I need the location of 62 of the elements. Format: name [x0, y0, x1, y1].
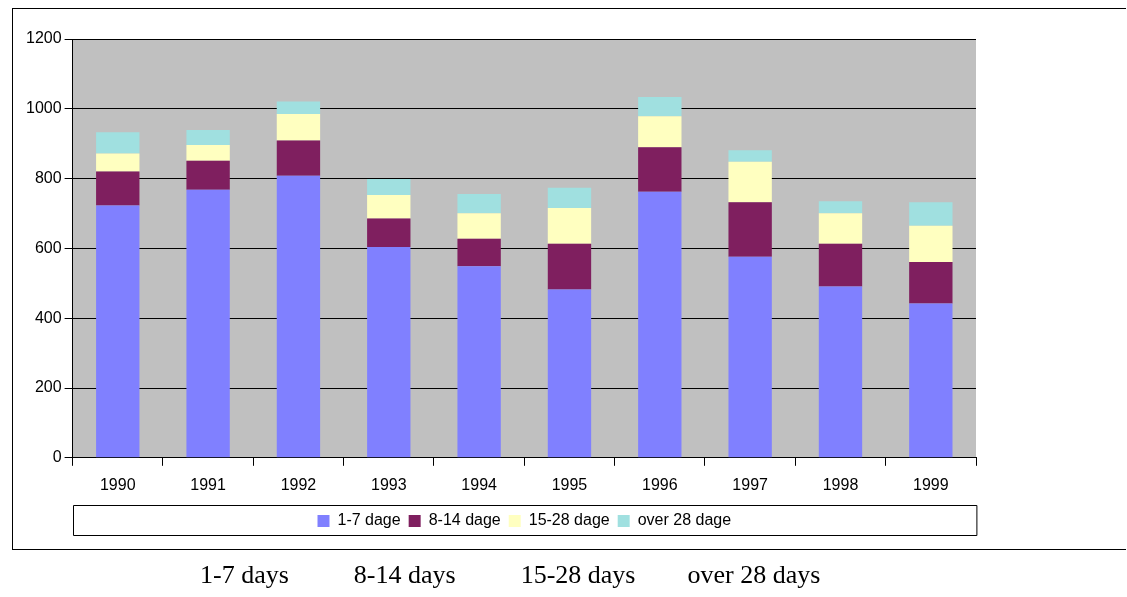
y-tick-label: 200 [34, 378, 62, 396]
bar [186, 189, 230, 458]
x-tick-label: 1992 [280, 475, 317, 493]
bar [367, 195, 411, 219]
legend-label: over 28 dage [637, 511, 732, 529]
x-tick-label: 1991 [190, 475, 226, 493]
bar [818, 243, 863, 287]
y-tick-label: 1000 [26, 99, 62, 117]
bar [728, 256, 772, 458]
bar [638, 96, 682, 117]
bar [457, 193, 501, 214]
bar [728, 161, 772, 203]
bar [909, 202, 953, 226]
bar [638, 191, 682, 458]
x-tick-label: 1990 [99, 475, 136, 493]
bar [96, 171, 140, 206]
bar [96, 132, 140, 154]
x-tick-label: 1997 [732, 475, 769, 493]
bar [547, 187, 592, 208]
bar [638, 116, 682, 148]
x-tick-label: 1995 [551, 475, 588, 493]
legend-label: 8-14 dage [428, 511, 501, 529]
bar [367, 247, 411, 458]
text: 1-7 days 8-14 days 15-28 days over 28 days [200, 560, 822, 590]
bar [276, 101, 321, 115]
y-tick-label: 800 [34, 169, 62, 187]
bar [818, 201, 863, 214]
x-tick-label: 1999 [913, 475, 949, 493]
legend-label: 1-7 dage [337, 511, 401, 529]
bar [547, 243, 592, 290]
x-tick-label: 1996 [642, 475, 678, 493]
bar [276, 114, 321, 141]
bar [547, 207, 592, 244]
bar [638, 147, 682, 192]
bar [909, 262, 953, 304]
bar [457, 266, 501, 458]
x-tick-label: 1998 [822, 475, 859, 493]
bar [728, 202, 772, 257]
bar [186, 130, 230, 146]
bar [457, 238, 501, 267]
bar [547, 289, 592, 458]
bar [818, 213, 863, 244]
bar [186, 160, 230, 190]
bar [909, 225, 953, 263]
bar [457, 213, 501, 239]
y-tick-label: 0 [52, 448, 62, 466]
bar [367, 178, 411, 195]
bar [186, 145, 230, 161]
legend-label: 15-28 dage [528, 511, 610, 529]
bar [276, 175, 321, 458]
bar [728, 150, 772, 162]
x-tick-label: 1993 [370, 475, 407, 493]
y-tick-label: 1200 [26, 29, 62, 47]
x-tick-label: 1994 [461, 475, 498, 493]
bar [96, 205, 140, 458]
bar [909, 303, 953, 458]
y-tick-label: 400 [34, 308, 62, 326]
bar [276, 140, 321, 176]
y-tick-label: 600 [34, 238, 62, 256]
bar [818, 286, 863, 458]
bar [367, 218, 411, 247]
bar [96, 153, 140, 172]
